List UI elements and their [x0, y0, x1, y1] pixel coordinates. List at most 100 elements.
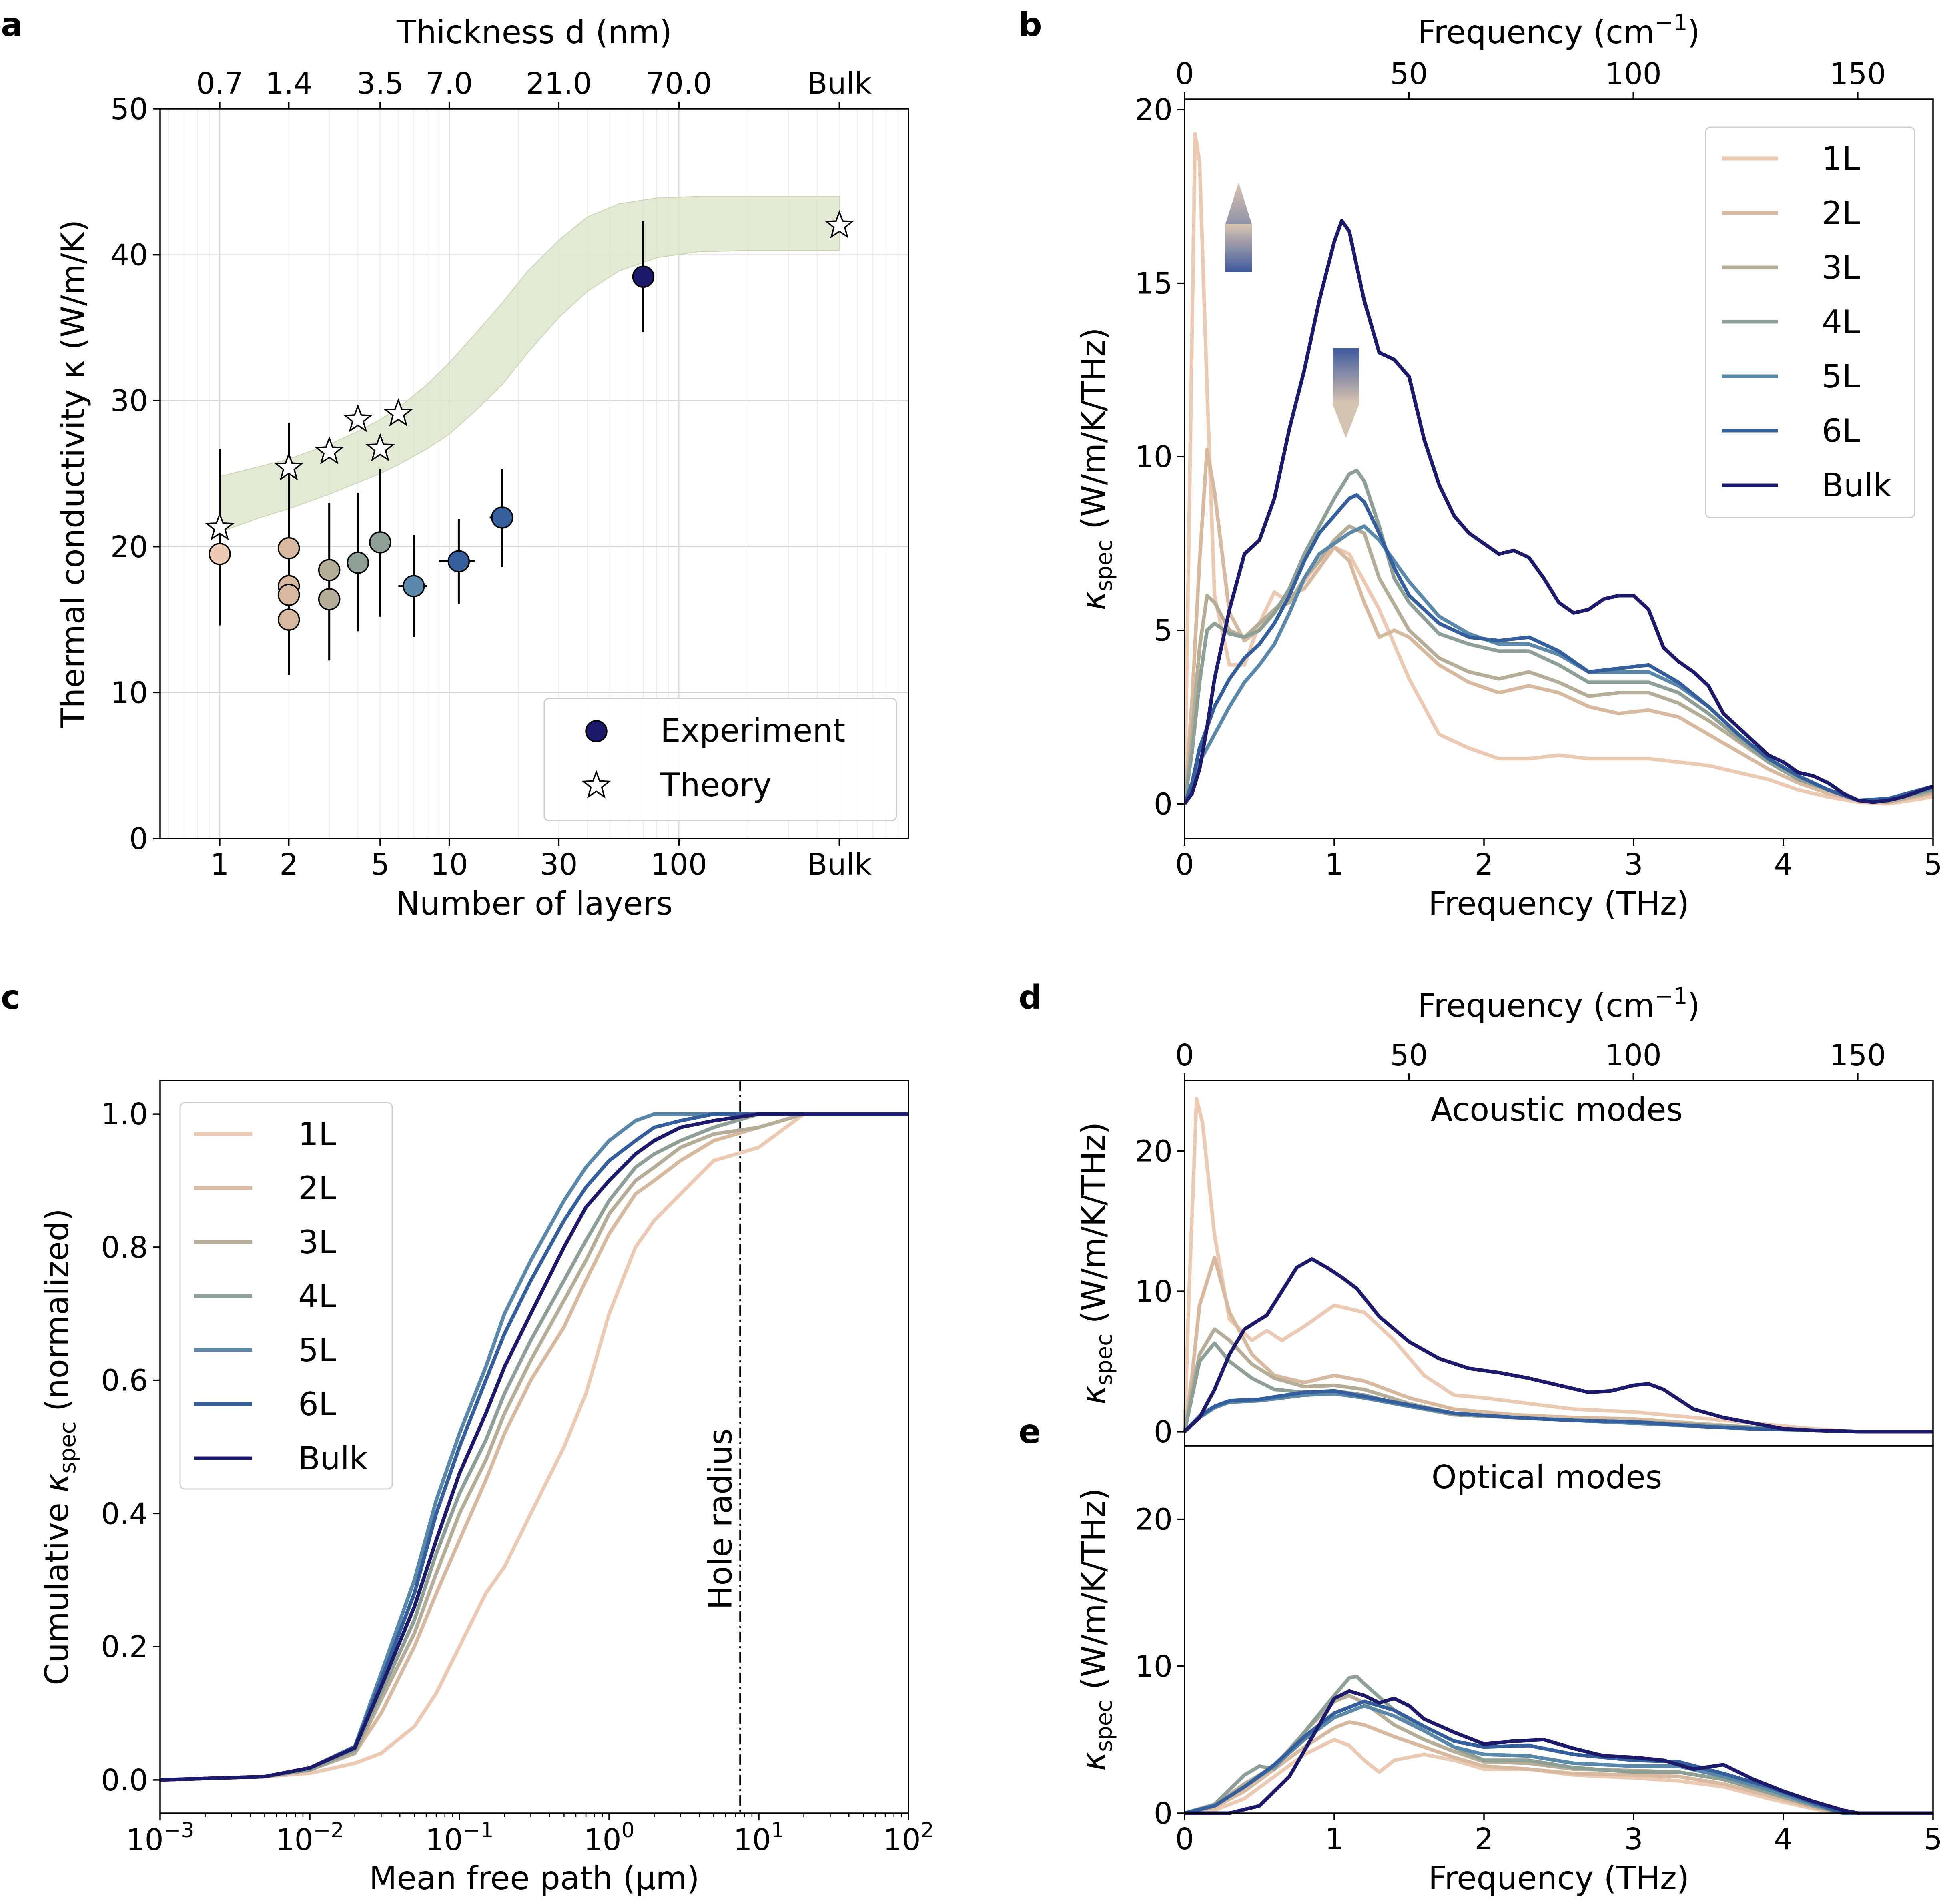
legend-label-5L: 5L — [1822, 358, 1860, 395]
x-tick-label: 3 — [1624, 1822, 1643, 1856]
experiment-point — [403, 575, 425, 597]
panel-d-acoustic-modes: 0 50 100 150 0 10 20 Frequency (cm−1) Acoustic m… — [1075, 983, 1934, 1449]
x-tick-label: 5 — [1923, 1822, 1942, 1856]
bottom-x-tick-label: 2 — [279, 847, 298, 882]
panel-label-e: e — [1019, 1413, 1041, 1451]
x-tick-label: 3 — [1624, 847, 1643, 882]
y-tick-label: 0 — [1154, 787, 1173, 821]
series-line-3L — [160, 1112, 908, 1782]
top-tick-label: 50 — [1390, 57, 1428, 91]
legend-label-3L: 3L — [1822, 249, 1860, 286]
y-tick-label: 20 — [1135, 1134, 1173, 1168]
y-axis-label: κspec (W/m/K/THz) — [1075, 1488, 1117, 1771]
y-axis-label: Cumulative κspec (normalized) — [38, 1208, 81, 1685]
y-tick-label: 10 — [1135, 1649, 1173, 1684]
theory-star — [365, 433, 395, 462]
y-tick-label: 0.8 — [101, 1230, 148, 1265]
theory-star — [824, 210, 854, 239]
legend-box — [543, 698, 897, 821]
arrow-up-shaft — [1225, 224, 1252, 272]
panel-e-optical-modes: 0 1 2 3 4 5 0 10 20 Frequency (THz) Optical modes κ… — [1075, 1445, 1943, 1897]
top-tick-label: 100 — [1605, 1038, 1662, 1073]
panel-a-axes — [159, 108, 909, 839]
y-tick-label: 30 — [110, 384, 148, 418]
x-tick-label: 2 — [1474, 1822, 1493, 1856]
arrow-down-shaft — [1333, 348, 1359, 404]
x-tick-label: 10−1 — [425, 1818, 494, 1857]
theory-star — [274, 452, 304, 481]
x-axis-label: Frequency (THz) — [1428, 885, 1689, 922]
experiment-point — [318, 559, 341, 581]
x-tick-label: 100 — [583, 1818, 634, 1857]
experiment-point — [447, 550, 470, 573]
top-tick-label: 0 — [1175, 57, 1194, 91]
x-axis-label: Mean free path (µm) — [369, 1860, 699, 1897]
y-tick-label: 10 — [1135, 1274, 1173, 1309]
series-line-6L — [1185, 493, 1933, 805]
theory-star — [205, 512, 235, 540]
y-tick-label: 10 — [1135, 440, 1173, 474]
bottom-x-tick-label: Bulk — [807, 847, 872, 882]
y-tick-label: 0 — [129, 822, 148, 856]
legend-label-Bulk: Bulk — [1822, 467, 1892, 504]
arrow-down-icon — [1333, 404, 1359, 438]
top-x-tick-label: Bulk — [807, 66, 872, 101]
theory-star — [343, 404, 373, 433]
top-x-axis-label: Thickness d (nm) — [396, 14, 672, 51]
y-tick-label: 20 — [1135, 1503, 1173, 1537]
series-line-1L — [1184, 1737, 1933, 1815]
series-line-2L — [160, 1112, 908, 1782]
top-x-axis-label: Frequency (cm−1) — [1418, 10, 1700, 51]
bottom-x-tick-label: 10 — [431, 847, 468, 882]
legend-label-5L: 5L — [298, 1332, 337, 1369]
top-tick-label: 0 — [1175, 1038, 1194, 1073]
experiment-point — [277, 608, 300, 631]
panel-title: Optical modes — [1432, 1459, 1662, 1496]
x-tick-label: 102 — [883, 1818, 934, 1857]
legend-label-4L: 4L — [298, 1278, 337, 1315]
experiment-point — [369, 531, 391, 554]
y-tick-label: 10 — [110, 676, 148, 710]
theory-band — [219, 196, 840, 533]
top-x-tick-label: 0.7 — [196, 66, 243, 101]
panel-label-a: a — [1, 6, 23, 44]
x-tick-label: 101 — [733, 1818, 784, 1857]
y-tick-label: 0.2 — [101, 1630, 148, 1664]
panel-c-cumulative-conductivity: Hole radius 10−3 10−2 10−1 100 101 102 0.0 0.2 0.… — [38, 1080, 934, 1897]
top-tick-label: 50 — [1390, 1038, 1428, 1073]
legend-label-2L: 2L — [298, 1170, 337, 1207]
experiment-point — [209, 543, 231, 565]
y-tick-label: 1.0 — [101, 1097, 148, 1132]
legend-theory-marker — [581, 770, 612, 799]
series-line-1L — [1183, 1097, 1933, 1434]
experiment-point — [277, 537, 300, 560]
top-tick-label: 150 — [1829, 57, 1886, 91]
series-line-6L — [1184, 1699, 1933, 1815]
top-x-tick-label: 21.0 — [526, 66, 592, 101]
series-line-Bulk — [1183, 1257, 1933, 1434]
theory-star — [383, 398, 413, 427]
top-x-tick-label: 3.5 — [357, 66, 404, 101]
y-axis-label: Thermal conductivity κ (W/m/K) — [54, 220, 92, 728]
y-tick-label: 0.4 — [101, 1497, 148, 1531]
legend-theory-label: Theory — [660, 766, 772, 804]
legend-label-1L: 1L — [298, 1116, 337, 1153]
legend-label-6L: 6L — [298, 1386, 337, 1423]
top-x-tick-label: 70.0 — [646, 66, 712, 101]
bottom-x-tick-label: 30 — [540, 847, 577, 882]
x-axis-label: Number of layers — [396, 885, 673, 922]
y-tick-label: 0 — [1154, 1796, 1173, 1831]
series-line-Bulk — [1185, 1689, 1933, 1815]
top-x-tick-label: 1.4 — [265, 66, 313, 101]
panel-label-c: c — [1, 979, 20, 1017]
legend-label-4L: 4L — [1822, 303, 1860, 341]
panel-label-b: b — [1019, 6, 1042, 44]
top-tick-label: 100 — [1605, 57, 1662, 91]
legend-label-3L: 3L — [298, 1224, 337, 1261]
experiment-point — [632, 265, 655, 288]
panel-c-axes — [159, 1080, 909, 1814]
legend-label-6L: 6L — [1822, 412, 1860, 449]
y-axis-label: κspec (W/m/K/THz) — [1075, 1122, 1117, 1404]
hole-radius-label: Hole radius — [702, 1428, 739, 1609]
